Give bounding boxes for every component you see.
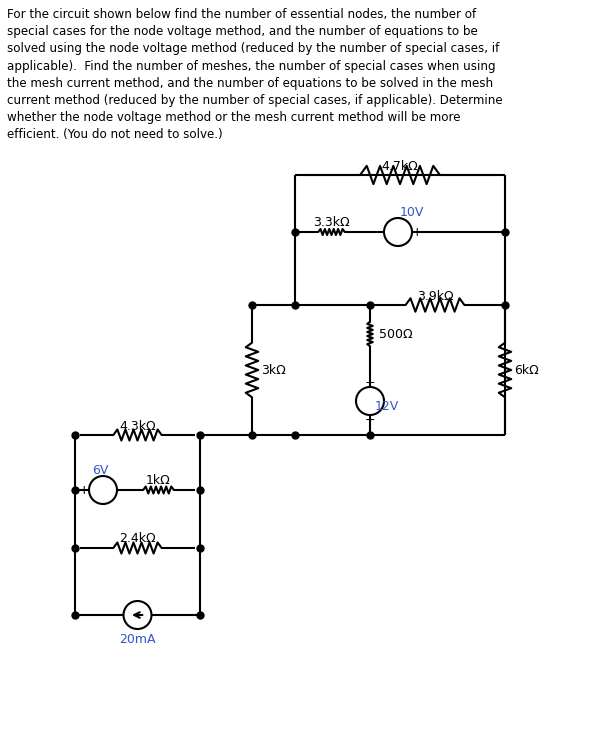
Text: +: + — [412, 226, 422, 239]
Text: 4.7kΩ: 4.7kΩ — [381, 159, 418, 172]
Text: 3.9kΩ: 3.9kΩ — [417, 290, 453, 302]
Text: −: − — [117, 483, 127, 496]
Text: 12V: 12V — [375, 399, 399, 412]
Text: For the circuit shown below find the number of essential nodes, the number of
sp: For the circuit shown below find the num… — [7, 8, 503, 142]
Text: −: − — [374, 226, 384, 239]
Text: 1kΩ: 1kΩ — [146, 474, 171, 488]
Text: −: − — [365, 413, 376, 426]
Text: 6V: 6V — [92, 464, 108, 477]
Text: 3kΩ: 3kΩ — [261, 364, 286, 377]
Text: 3.3kΩ: 3.3kΩ — [313, 217, 350, 229]
Text: 20mA: 20mA — [119, 633, 156, 646]
Text: 500Ω: 500Ω — [379, 328, 413, 340]
Text: 4.3kΩ: 4.3kΩ — [119, 420, 156, 432]
Text: 6kΩ: 6kΩ — [514, 364, 538, 377]
Text: +: + — [79, 483, 90, 496]
Text: 2.4kΩ: 2.4kΩ — [119, 532, 156, 545]
Text: +: + — [365, 375, 376, 388]
Text: 10V: 10V — [400, 206, 424, 218]
